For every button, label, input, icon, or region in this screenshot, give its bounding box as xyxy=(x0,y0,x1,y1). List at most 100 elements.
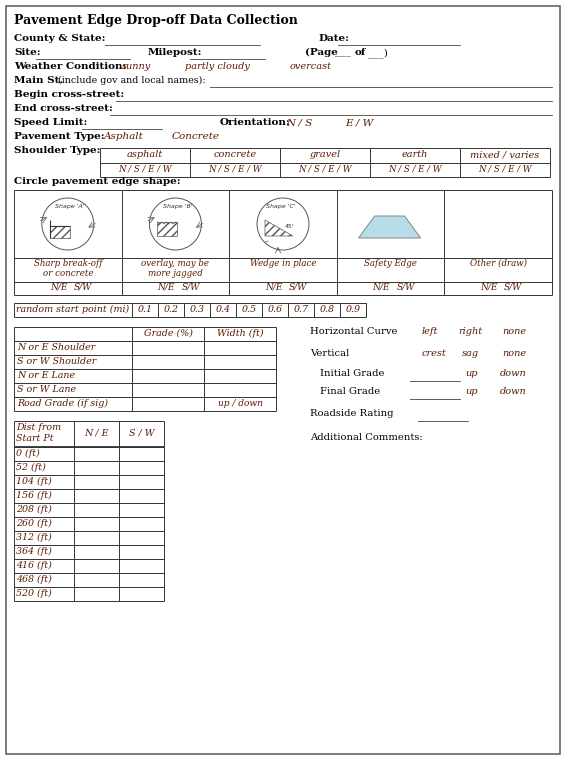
Text: N / S / E / W: N / S / E / W xyxy=(388,165,442,174)
Text: sunny: sunny xyxy=(122,62,151,71)
Text: up / down: up / down xyxy=(217,399,263,408)
Text: Date:: Date: xyxy=(318,34,349,43)
Text: none: none xyxy=(502,327,526,336)
Text: gravel: gravel xyxy=(310,150,341,159)
Text: Initial Grade: Initial Grade xyxy=(320,369,384,378)
Text: Pavement Edge Drop-off Data Collection: Pavement Edge Drop-off Data Collection xyxy=(14,14,298,27)
Text: Speed Limit:: Speed Limit: xyxy=(14,118,87,127)
Text: 520 (ft): 520 (ft) xyxy=(16,589,52,598)
Text: 0.2: 0.2 xyxy=(164,305,178,314)
Text: 416 (ft): 416 (ft) xyxy=(16,561,52,570)
Text: N/E: N/E xyxy=(265,283,282,292)
Text: Road Grade (if sig): Road Grade (if sig) xyxy=(17,399,108,408)
Text: of: of xyxy=(355,48,366,57)
Text: N/E: N/E xyxy=(480,283,498,292)
Text: overlay, may be
more jagged: overlay, may be more jagged xyxy=(142,259,209,278)
Text: (Page: (Page xyxy=(305,48,338,57)
Text: S/W: S/W xyxy=(397,283,415,292)
Text: 0.7: 0.7 xyxy=(294,305,308,314)
Text: overcast: overcast xyxy=(290,62,332,71)
Text: Safety Edge: Safety Edge xyxy=(364,259,417,268)
Text: E / W: E / W xyxy=(345,118,373,127)
Text: S/W: S/W xyxy=(74,283,92,292)
Text: S/W: S/W xyxy=(181,283,200,292)
Text: Width (ft): Width (ft) xyxy=(217,329,263,338)
Text: Begin cross-street:: Begin cross-street: xyxy=(14,90,125,99)
Text: down: down xyxy=(500,369,527,378)
Text: Dist from: Dist from xyxy=(16,423,61,432)
Text: Shape 'C': Shape 'C' xyxy=(266,204,296,209)
Text: Wedge in place: Wedge in place xyxy=(250,259,316,268)
Text: N/E: N/E xyxy=(372,283,390,292)
Text: mixed / varies: mixed / varies xyxy=(470,150,539,159)
Text: 208 (ft): 208 (ft) xyxy=(16,505,52,514)
Text: right: right xyxy=(458,327,482,336)
Text: Concrete: Concrete xyxy=(172,132,220,141)
Text: ___: ___ xyxy=(335,48,351,57)
Text: partly cloudy: partly cloudy xyxy=(185,62,250,71)
Text: S/W: S/W xyxy=(504,283,522,292)
Text: 0.5: 0.5 xyxy=(242,305,256,314)
Text: 364 (ft): 364 (ft) xyxy=(16,547,52,556)
Text: Shape 'B': Shape 'B' xyxy=(162,204,192,209)
Text: none: none xyxy=(502,349,526,358)
Text: up: up xyxy=(465,387,478,396)
Text: 0.8: 0.8 xyxy=(319,305,335,314)
Text: 0.6: 0.6 xyxy=(268,305,282,314)
Text: 52 (ft): 52 (ft) xyxy=(16,463,46,472)
Text: N / S / E / W: N / S / E / W xyxy=(478,165,532,174)
Text: N or E Lane: N or E Lane xyxy=(17,371,75,380)
Text: Milepost:: Milepost: xyxy=(148,48,203,57)
Text: 0.3: 0.3 xyxy=(190,305,204,314)
Text: N/E: N/E xyxy=(157,283,175,292)
Text: 312 (ft): 312 (ft) xyxy=(16,533,52,542)
Text: (include gov and local names):: (include gov and local names): xyxy=(58,76,205,85)
Text: Pavement Type:: Pavement Type: xyxy=(14,132,105,141)
Text: left: left xyxy=(422,327,439,336)
Text: S or W Shoulder: S or W Shoulder xyxy=(17,357,96,366)
Text: N/E: N/E xyxy=(50,283,67,292)
Text: crest: crest xyxy=(422,349,447,358)
Text: Asphalt: Asphalt xyxy=(104,132,144,141)
Text: Site:: Site: xyxy=(14,48,41,57)
Text: 0.9: 0.9 xyxy=(345,305,361,314)
Text: Final Grade: Final Grade xyxy=(320,387,380,396)
Text: 0.1: 0.1 xyxy=(138,305,152,314)
Text: Shoulder Type:: Shoulder Type: xyxy=(14,146,101,155)
Text: 468 (ft): 468 (ft) xyxy=(16,575,52,584)
Text: S / W: S / W xyxy=(128,428,155,437)
Text: 104 (ft): 104 (ft) xyxy=(16,477,52,486)
Text: sag: sag xyxy=(462,349,479,358)
Text: earth: earth xyxy=(402,150,428,159)
Text: S/W: S/W xyxy=(289,283,307,292)
Bar xyxy=(157,222,177,236)
Text: End cross-street:: End cross-street: xyxy=(14,104,113,113)
Text: Grade (%): Grade (%) xyxy=(144,329,192,338)
Text: Other (draw): Other (draw) xyxy=(470,259,527,268)
Text: Start Pt: Start Pt xyxy=(16,434,54,443)
Text: N / S: N / S xyxy=(286,118,312,127)
Text: Additional Comments:: Additional Comments: xyxy=(310,433,423,442)
Text: 156 (ft): 156 (ft) xyxy=(16,491,52,500)
Text: 45': 45' xyxy=(285,224,295,229)
Text: Main St.: Main St. xyxy=(14,76,63,85)
Text: Vertical: Vertical xyxy=(310,349,349,358)
Text: down: down xyxy=(500,387,527,396)
Text: 0.4: 0.4 xyxy=(216,305,230,314)
Text: 0 (ft): 0 (ft) xyxy=(16,449,40,458)
Text: N / S / E / W: N / S / E / W xyxy=(118,165,172,174)
Text: County & State:: County & State: xyxy=(14,34,105,43)
Text: Circle pavement edge shape:: Circle pavement edge shape: xyxy=(14,177,181,186)
Text: Weather Condition:: Weather Condition: xyxy=(14,62,126,71)
Text: Shape 'A': Shape 'A' xyxy=(55,204,84,209)
Text: Orientation:: Orientation: xyxy=(220,118,291,127)
Bar xyxy=(50,226,70,238)
Polygon shape xyxy=(359,216,421,238)
Text: up: up xyxy=(465,369,478,378)
Text: S or W Lane: S or W Lane xyxy=(17,385,76,394)
Text: Horizontal Curve: Horizontal Curve xyxy=(310,327,397,336)
Text: asphalt: asphalt xyxy=(127,150,163,159)
Text: N / S / E / W: N / S / E / W xyxy=(208,165,262,174)
Text: N or E Shoulder: N or E Shoulder xyxy=(17,343,95,352)
Text: N / E: N / E xyxy=(84,428,109,437)
